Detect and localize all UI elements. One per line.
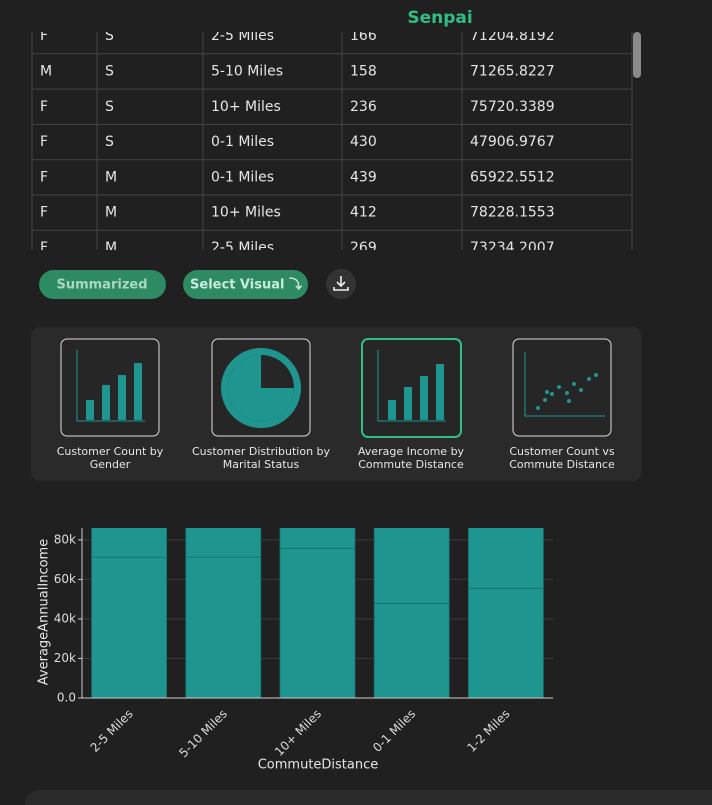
download-icon <box>333 276 349 291</box>
table-cell: 2-5 Miles <box>211 240 274 256</box>
button-label: Select Visual ⤵ <box>190 277 303 293</box>
bar-segment <box>467 528 544 589</box>
card-label: Gender <box>90 458 131 471</box>
table-cell: 430 <box>350 134 377 150</box>
table-cell: 78228.1553 <box>470 205 555 221</box>
x-axis-title: CommuteDistance <box>258 758 379 773</box>
bar-segment <box>279 547 356 699</box>
table-cell: 236 <box>350 99 377 115</box>
y-tick-label: 0.0 <box>57 691 76 705</box>
y-tick-label: 40k <box>54 611 76 625</box>
table-cell: 10+ Miles <box>211 205 281 221</box>
table-cell: S <box>105 134 114 150</box>
table-cell: 73234.2007 <box>470 240 555 256</box>
table-cell: 10+ Miles <box>211 99 281 115</box>
button-label: Summarized <box>56 278 147 293</box>
table-cell: S <box>105 63 114 79</box>
table-cell: 412 <box>350 205 377 221</box>
table-cell: F <box>40 134 48 150</box>
table-cell: S <box>105 99 114 115</box>
card-label: Customer Count by <box>57 445 164 458</box>
table-cell: 269 <box>350 240 377 256</box>
table-cell: F <box>40 169 48 185</box>
y-tick-label: 80k <box>54 532 76 546</box>
table-cell: 166 <box>350 28 377 44</box>
table-cell: 65922.5512 <box>470 169 555 185</box>
bar-segment <box>91 528 167 558</box>
bar-segment <box>185 528 262 558</box>
bottom-panel <box>25 790 712 805</box>
summarized-button[interactable] <box>39 270 166 299</box>
table-cell: 0-1 Miles <box>211 134 274 150</box>
card-label: Commute Distance <box>509 458 615 471</box>
app-title: Senpai <box>407 8 472 28</box>
table-cell: 47906.9767 <box>470 134 555 150</box>
y-tick-label: 20k <box>54 651 76 665</box>
table-cell: 2-5 Miles <box>211 28 274 44</box>
card-label: Commute Distance <box>358 458 464 471</box>
visual-card[interactable] <box>361 338 462 438</box>
scrollbar[interactable] <box>633 32 641 78</box>
card-label: Average Income by <box>358 445 465 458</box>
bar-segment <box>91 556 167 699</box>
table-cell: M <box>105 205 117 221</box>
bar-segment <box>185 556 262 699</box>
visual-card[interactable] <box>512 338 612 437</box>
data-table: F S 2-5 Miles 166 71204.8192 M S 5-10 Miles 158 7… <box>31 28 633 256</box>
bar-segment <box>467 587 544 699</box>
table-cell: 158 <box>350 63 377 79</box>
select-visual-button[interactable] <box>183 270 308 299</box>
bar-segment <box>373 528 450 604</box>
bar-segment <box>279 528 356 549</box>
table-cell: 439 <box>350 169 377 185</box>
table-cell: F <box>40 99 48 115</box>
bar-segment <box>373 602 450 699</box>
card-label: Customer Count vs <box>509 445 615 458</box>
table-cell: F <box>40 205 48 221</box>
table-cell: 0-1 Miles <box>211 169 274 185</box>
table-cell: 71265.8227 <box>470 63 555 79</box>
visual-panel <box>31 327 642 481</box>
card-label: Customer Distribution by <box>192 445 331 458</box>
table-cell: 75720.3389 <box>470 99 555 115</box>
table-cell: F <box>40 240 48 256</box>
plot-area <box>91 528 544 699</box>
card-label: Marital Status <box>223 458 300 471</box>
table-cell: S <box>105 28 114 44</box>
table-cell: F <box>40 28 48 44</box>
table-cell: M <box>105 169 117 185</box>
y-axis-title: AverageAnnualIncome <box>37 539 52 685</box>
table-cell: 71204.8192 <box>470 28 555 44</box>
table-cell: 5-10 Miles <box>211 63 283 79</box>
visual-card[interactable] <box>211 338 311 437</box>
table-cell: M <box>40 63 52 79</box>
y-tick-label: 60k <box>54 572 76 586</box>
table-cell: M <box>105 240 117 256</box>
visual-card[interactable] <box>60 338 160 437</box>
